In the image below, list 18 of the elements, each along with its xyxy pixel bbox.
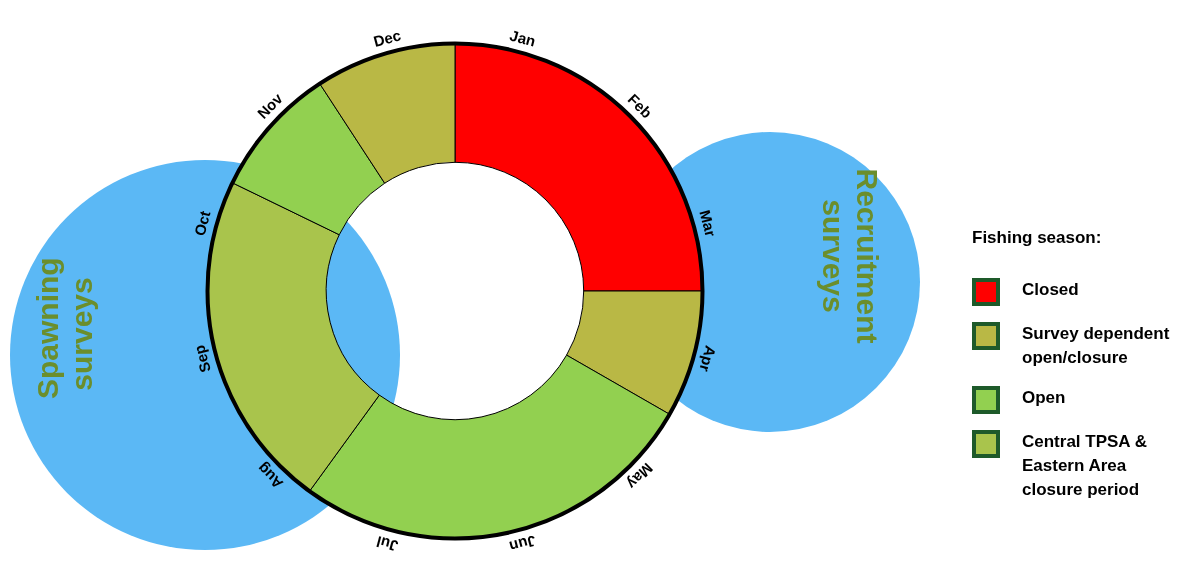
legend-title: Fishing season: [972,228,1103,248]
text: Nov [253,89,287,122]
text: Jul [374,532,400,555]
text: Recruitment surveys [816,167,884,346]
text: Apr [696,344,720,374]
legend-label: Closed [1022,279,1079,301]
legend-label: Open [1022,387,1066,409]
text: Oct [190,208,214,238]
text: Jun [507,532,538,556]
legend-label: Survey dependent open/closure [1022,323,1171,369]
text: Mar [696,208,720,239]
text: Spawning surveys [31,257,99,399]
text: Sep [190,343,214,375]
legend-label: Central TPSA & Eastern Area closure period [1022,431,1148,501]
text: Jan [508,26,538,50]
text: May [623,459,657,493]
text: Feb [624,90,656,122]
text: Dec [371,26,403,50]
